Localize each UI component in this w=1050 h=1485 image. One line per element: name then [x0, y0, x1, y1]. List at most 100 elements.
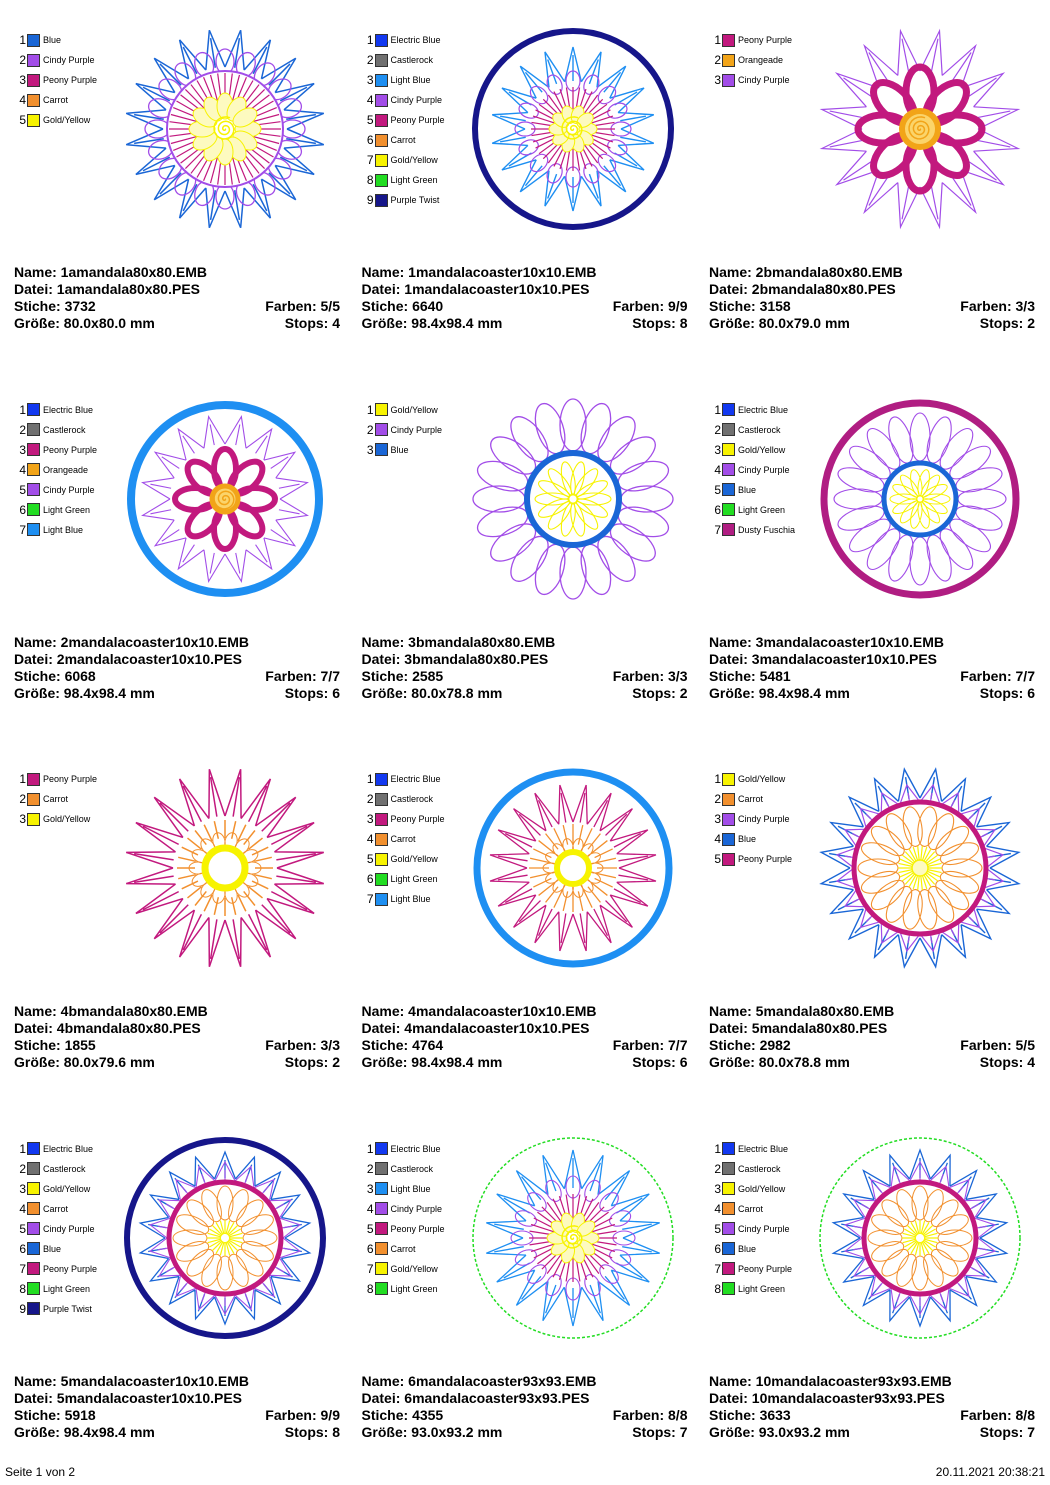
thread-number: 7: [19, 1261, 26, 1276]
orange-petal: [201, 1188, 222, 1222]
thread-legend: 1 Electric Blue 2 Castlerock 3 Light Blue 4 Cin…: [362, 1139, 445, 1299]
blue-spike-ring: [491, 46, 654, 212]
stop-count: Stops: 6: [979, 684, 1035, 701]
design-name: Name: 1amandala80x80.EMB: [14, 264, 207, 280]
color-swatch: [374, 403, 388, 416]
thread-item: 3 Gold/Yellow: [14, 1179, 97, 1199]
color-count: Farben: 5/5: [265, 298, 340, 314]
stop-count: Stops: 8: [284, 1423, 340, 1440]
thread-number: 5: [714, 1221, 721, 1236]
thread-item: 4 Orangeade: [14, 460, 97, 480]
thread-item: 4 Carrot: [362, 829, 445, 849]
purple-petal: [558, 545, 587, 600]
thread-name: Gold/Yellow: [43, 1183, 91, 1194]
thread-item: 3 Peony Purple: [14, 70, 97, 90]
thread-name: Dusty Fuschia: [738, 524, 796, 535]
orange-petal: [870, 825, 905, 857]
design-size: Größe: 80.0x80.0 mm: [14, 315, 155, 331]
purple-petal: [534, 402, 566, 454]
thread-name: Electric Blue: [738, 404, 789, 415]
color-swatch: [27, 1162, 40, 1175]
thread-name: Blue: [390, 444, 409, 455]
color-swatch: [722, 1142, 735, 1155]
thread-legend: 1 Gold/Yellow 2 Carrot 3 Cindy Purple 4 Blue 5 Pe…: [709, 769, 792, 869]
thread-number: 5: [19, 1221, 26, 1236]
thread-name: Peony Purple: [43, 75, 98, 85]
yellow-rays: [207, 1219, 243, 1256]
yellow-petal: [569, 460, 585, 496]
thread-number: 9: [366, 193, 374, 207]
color-swatch: [374, 33, 388, 47]
page-number: Seite 1 von 2: [5, 1465, 76, 1479]
thread-item: 9 Purple Twist: [14, 1299, 97, 1319]
thread-item: 3 Light Blue: [362, 1179, 445, 1199]
stop-count: Stops: 2: [979, 315, 1035, 331]
design-info: Name: 4bmandala80x80.EMB Datei: 4bmandal…: [14, 1003, 340, 1071]
purple-petal: [514, 1209, 537, 1227]
thread-name: Peony Purple: [43, 774, 98, 784]
design-size: Größe: 98.4x98.4 mm: [14, 1423, 155, 1440]
thread-number: 2: [714, 792, 721, 806]
thread-item: 5 Peony Purple: [362, 1219, 445, 1239]
design-file: Datei: 5mandalacoaster10x10.PES: [14, 1389, 243, 1406]
design-card: 1 Electric Blue 2 Castlerock 3 Gold/Yellow 4 Ci…: [705, 376, 1035, 745]
print-timestamp: 20.11.2021 20:38:21: [935, 1465, 1045, 1479]
color-swatch: [722, 423, 735, 436]
thread-name: Castlerock: [390, 55, 434, 65]
yellow-petal: [922, 493, 951, 504]
color-count: Farben: 9/9: [612, 298, 688, 314]
color-swatch: [27, 443, 40, 456]
thread-number: 2: [19, 422, 26, 437]
orange-petal: [935, 1213, 969, 1235]
design-name: Name: 5mandalacoaster10x10.EMB: [14, 1372, 250, 1389]
color-swatch: [374, 423, 388, 436]
thread-name: Light Green: [738, 1283, 786, 1294]
design-name: Name: 4bmandala80x80.EMB: [14, 1003, 208, 1019]
orange-petal: [176, 1240, 210, 1262]
design-name: Name: 2mandalacoaster10x10.EMB: [14, 633, 250, 650]
blue-spike-ring: [485, 1149, 660, 1326]
yellow-petal: [533, 491, 570, 506]
color-count: Farben: 7/7: [265, 667, 340, 684]
thread-number: 8: [714, 1281, 721, 1296]
color-swatch: [27, 423, 40, 436]
purple-petal: [471, 484, 526, 513]
thread-item: 1 Electric Blue: [362, 769, 445, 789]
color-swatch: [27, 1282, 40, 1295]
thread-item: 2 Orangeade: [709, 50, 792, 70]
orange-petal: [228, 1253, 249, 1287]
color-swatch: [722, 1162, 735, 1175]
color-swatch: [722, 852, 735, 866]
thread-number: 7: [19, 522, 26, 537]
thread-number: 2: [19, 1161, 26, 1176]
purple-petal: [534, 543, 566, 595]
yellow-petal: [575, 479, 608, 500]
thread-number: 1: [714, 402, 721, 417]
orange-petal: [860, 870, 901, 894]
thread-number: 1: [366, 402, 374, 417]
embroidery-preview: [819, 28, 1021, 230]
pink-spike-ring: [125, 768, 325, 968]
thread-number: 8: [366, 173, 374, 187]
thread-item: 1 Electric Blue: [709, 1139, 792, 1159]
design-name: Name: 2bmandala80x80.EMB: [709, 264, 903, 280]
blue-spike-ring: [819, 767, 1021, 969]
thread-name: Carrot: [43, 1203, 69, 1214]
thread-legend: 1 Gold/Yellow 2 Cindy Purple 3 Blue: [362, 400, 442, 460]
thread-number: 6: [714, 1241, 721, 1256]
yellow-petal: [232, 107, 258, 128]
thread-item: 6 Blue: [709, 1239, 792, 1259]
orange-petal: [935, 1240, 969, 1262]
green-outline: [819, 1136, 1021, 1339]
thread-item: 3 Gold/Yellow: [14, 809, 97, 829]
yellow-petal: [917, 468, 930, 497]
design-file: Datei: 5mandala80x80.PES: [709, 1020, 888, 1036]
color-swatch: [722, 792, 735, 806]
thread-number: 1: [19, 772, 26, 786]
thread-name: Peony Purple: [43, 444, 98, 455]
thread-number: 2: [19, 792, 26, 806]
color-swatch: [374, 193, 388, 207]
thread-legend: 1 Electric Blue 2 Castlerock 3 Gold/Yellow 4 Ci…: [709, 400, 795, 540]
color-swatch: [374, 443, 388, 456]
embroidery-preview: [125, 29, 325, 229]
